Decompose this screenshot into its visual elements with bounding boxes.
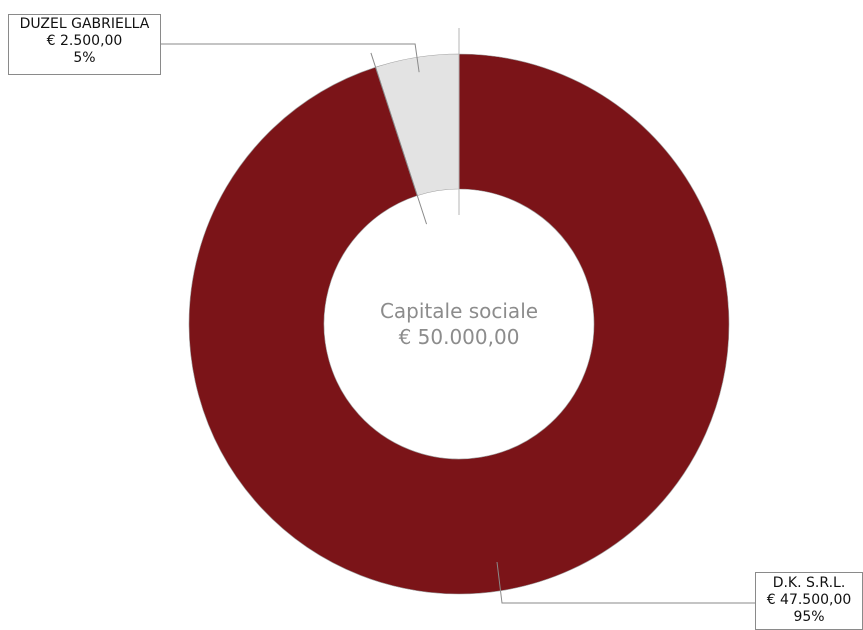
center-value: € 50.000,00 xyxy=(398,325,520,349)
center-title: Capitale sociale xyxy=(379,299,539,323)
slice-label-value: € 47.500,00 xyxy=(766,592,852,608)
slice-label-value: € 2.500,00 xyxy=(46,33,123,49)
slice-label-dk-srl: D.K. S.R.L. € 47.500,00 95% xyxy=(755,572,863,630)
slice-d-k-s-r-l xyxy=(188,53,730,595)
leader-line-dk-srl xyxy=(496,561,755,604)
leader-lines xyxy=(161,43,755,604)
leader-line-duzel-gabriella xyxy=(161,43,420,73)
slice-label-percent: 5% xyxy=(73,50,96,66)
slice-label-duzel-gabriella: DUZEL GABRIELLA € 2.500,00 5% xyxy=(8,14,161,75)
slice-label-name: D.K. S.R.L. xyxy=(772,575,846,591)
slice-label-name: DUZEL GABRIELLA xyxy=(19,16,150,32)
slice-label-percent: 95% xyxy=(793,609,825,625)
slice-separator-line xyxy=(370,52,428,225)
donut-slices xyxy=(188,53,730,595)
